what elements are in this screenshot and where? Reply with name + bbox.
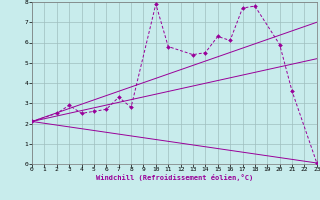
X-axis label: Windchill (Refroidissement éolien,°C): Windchill (Refroidissement éolien,°C): [96, 174, 253, 181]
